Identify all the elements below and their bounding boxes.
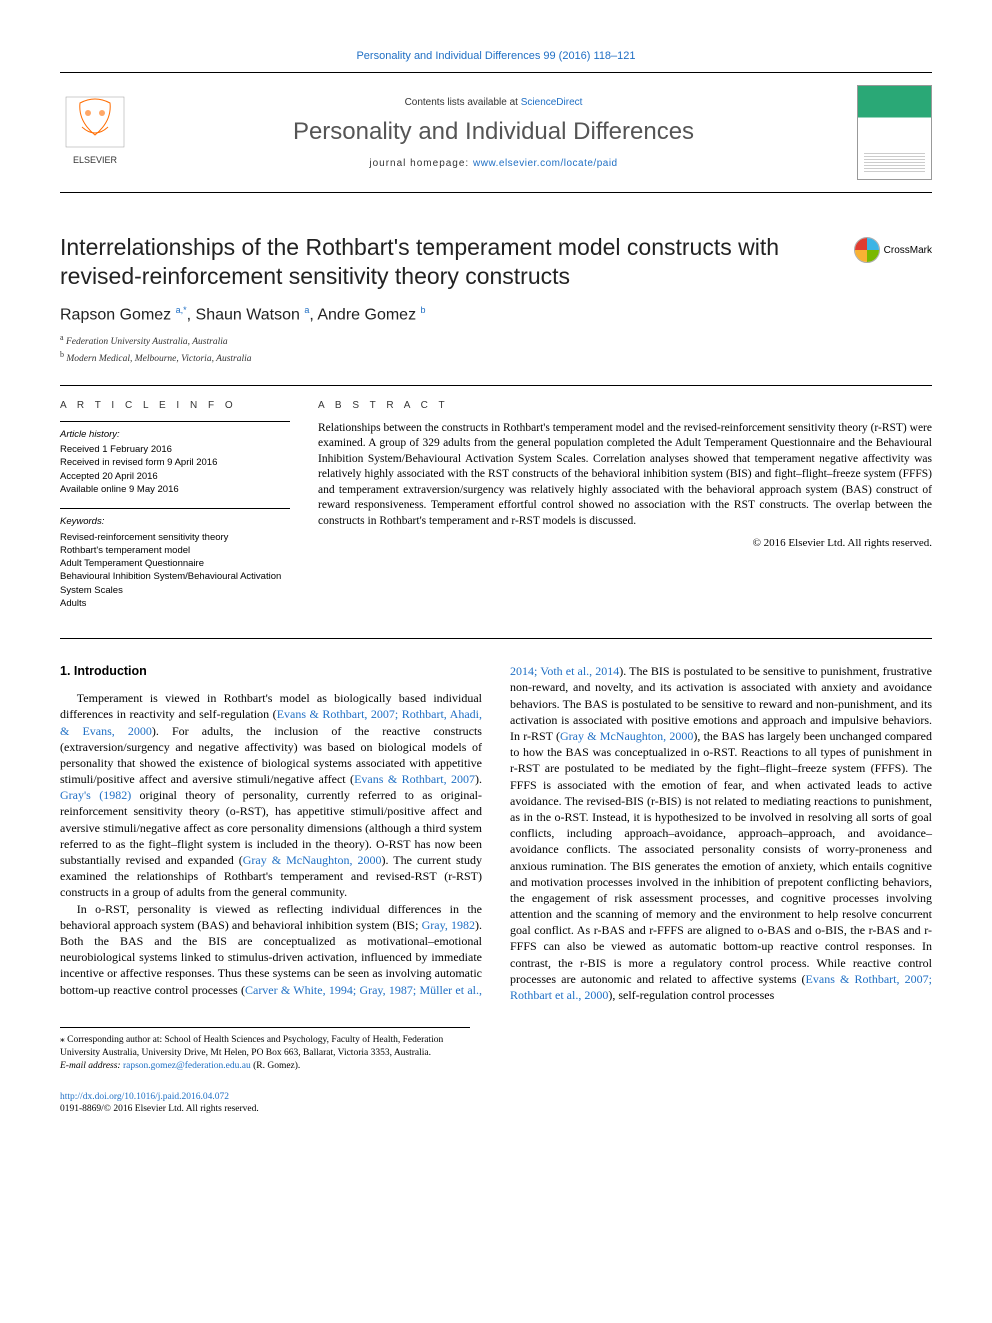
copyright: © 2016 Elsevier Ltd. All rights reserved… (318, 537, 932, 549)
authors: Rapson Gomez a,*, Shaun Watson a, Andre … (60, 305, 932, 324)
issn-copyright: 0191-8869/© 2016 Elsevier Ltd. All right… (60, 1104, 259, 1114)
keyword: Adult Temperament Questionnaire (60, 557, 290, 570)
citation-link[interactable]: Evans & Rothbart, 2007 (354, 772, 475, 786)
article-info-header: A R T I C L E I N F O (60, 400, 290, 411)
svg-text:ELSEVIER: ELSEVIER (73, 155, 118, 165)
contents-line: Contents lists available at ScienceDirec… (130, 97, 857, 108)
homepage-link[interactable]: www.elsevier.com/locate/paid (473, 158, 618, 169)
citation-link[interactable]: Gray's (1982) (60, 788, 131, 802)
citation-link[interactable]: Personality and Individual Differences 9… (356, 50, 635, 62)
keyword: Adults (60, 597, 290, 610)
corr-author-text: ⁎ Corresponding author at: School of Hea… (60, 1034, 470, 1060)
citation-header[interactable]: Personality and Individual Differences 9… (60, 50, 932, 62)
affiliation: b Modern Medical, Melbourne, Victoria, A… (60, 349, 932, 366)
journal-cover-thumbnail (857, 85, 932, 180)
affiliations: a Federation University Australia, Austr… (60, 332, 932, 367)
history-line: Received 1 February 2016 (60, 443, 290, 456)
section-heading: 1. Introduction (60, 663, 482, 680)
journal-name: Personality and Individual Differences (130, 118, 857, 146)
doi-block: http://dx.doi.org/10.1016/j.paid.2016.04… (60, 1091, 932, 1117)
history-line: Available online 9 May 2016 (60, 483, 290, 496)
elsevier-logo: ELSEVIER (60, 91, 130, 175)
keyword: Revised-reinforcement sensitivity theory (60, 531, 290, 544)
crossmark-badge[interactable]: CrossMark (854, 237, 932, 263)
sciencedirect-link[interactable]: ScienceDirect (521, 97, 583, 108)
article-history: Article history: Received 1 February 201… (60, 421, 290, 496)
abstract-header: A B S T R A C T (318, 400, 932, 411)
email-line: E-mail address: rapson.gomez@federation.… (60, 1060, 470, 1073)
history-label: Article history: (60, 428, 290, 441)
body-paragraph: Temperament is viewed in Rothbart's mode… (60, 690, 482, 900)
journal-homepage-line: journal homepage: www.elsevier.com/locat… (130, 158, 857, 169)
doi-link[interactable]: http://dx.doi.org/10.1016/j.paid.2016.04… (60, 1092, 229, 1102)
citation-link[interactable]: Gray & McNaughton, 2000 (560, 729, 693, 743)
article-title: Interrelationships of the Rothbart's tem… (60, 233, 932, 291)
email-link[interactable]: rapson.gomez@federation.edu.au (123, 1061, 251, 1071)
crossmark-label: CrossMark (884, 245, 932, 256)
crossmark-icon (854, 237, 880, 263)
history-line: Accepted 20 April 2016 (60, 470, 290, 483)
article-body: 1. Introduction Temperament is viewed in… (60, 663, 932, 1003)
corresponding-author-footnote: ⁎ Corresponding author at: School of Hea… (60, 1027, 470, 1072)
keywords-label: Keywords: (60, 515, 290, 528)
homepage-prefix: journal homepage: (369, 158, 473, 169)
citation-link[interactable]: Gray, 1982 (422, 918, 475, 932)
journal-header: ELSEVIER Contents lists available at Sci… (60, 72, 932, 193)
contents-prefix: Contents lists available at (405, 97, 521, 108)
keyword: Rothbart's temperament model (60, 544, 290, 557)
email-label: E-mail address: (60, 1061, 123, 1071)
keywords-block: Keywords: Revised-reinforcement sensitiv… (60, 508, 290, 610)
affiliation: a Federation University Australia, Austr… (60, 332, 932, 349)
abstract-text: Relationships between the constructs in … (318, 421, 932, 530)
keyword: Behavioural Inhibition System/Behavioura… (60, 570, 290, 597)
history-line: Received in revised form 9 April 2016 (60, 456, 290, 469)
citation-link[interactable]: Gray & McNaughton, 2000 (243, 853, 382, 867)
email-suffix: (R. Gomez). (251, 1061, 301, 1071)
